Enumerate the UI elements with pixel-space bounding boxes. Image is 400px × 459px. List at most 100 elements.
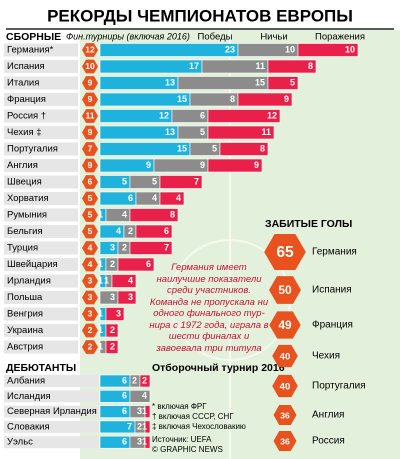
value-label: 1 [98,341,103,351]
badge-value: 2 [88,325,93,335]
badge [82,59,98,74]
row-label-bg [4,60,78,73]
legend-label: Победы [198,32,233,43]
badge [82,241,98,255]
value-label: 2 [137,421,142,431]
legend-label: Ничьи [260,32,287,43]
row-label-bg [4,307,78,321]
title: РЕКОРДЫ ЧЕМПИОНАТОВ ЕВРОПЫ [47,6,353,25]
goals-hexagon [273,405,297,425]
value-label: 4 [176,193,181,203]
value-label: 4 [142,391,147,401]
badge-value: 9 [88,77,93,87]
goals-hexagon [269,311,301,339]
row-label-bg [4,375,98,387]
goals-label: Англия [312,410,344,421]
badge-value: 5 [88,209,93,219]
bar-segment [207,125,275,140]
row-label: Бельгия [7,226,43,237]
badge [82,340,98,354]
row-label: Германия* [7,45,54,56]
bar-segment [129,389,151,403]
badge-header: Фин.турниры (включая 2016) [66,31,190,41]
goals-hexagon [272,344,298,368]
badge [82,76,98,90]
row-label: Россия † [7,111,46,122]
value-label: 15 [177,143,187,153]
row-label-bg [4,258,78,271]
row-label: Румыния [7,210,47,221]
row-label-bg [4,192,78,205]
value-label: 8 [260,143,265,153]
value-label: 12 [159,110,169,120]
bar-segment [135,224,173,239]
value-label: 9 [146,160,151,170]
bar-segment [117,257,155,272]
value-label: 1 [142,421,147,431]
badge-value: 9 [88,127,93,137]
value-label: 5 [122,176,127,186]
goals-hexagon [272,374,298,398]
value-label: 6 [146,259,151,269]
row-label-bg [4,291,78,304]
value-label: 3 [137,406,142,416]
badge [82,208,98,222]
value-label: 13 [165,77,175,87]
value-label: 1 [104,275,109,285]
badge-value: 11 [86,110,95,120]
bar-segment [144,420,151,434]
value-label: 8 [230,94,235,104]
bar-segment [105,307,125,321]
badge [82,109,98,123]
badge [82,257,98,272]
badge-value: 10 [85,61,95,71]
badge-value: 9 [88,94,93,104]
row-label-bg [4,93,78,106]
row-label: Австрия [7,342,43,353]
badge-value: 3 [88,292,93,302]
value-label: 8 [170,209,175,219]
bar-segment [207,158,263,173]
row-label: Украина [7,325,44,336]
legend-label: Поражения [315,32,365,43]
value-label: 15 [255,77,265,87]
row-label: Уэльс [7,437,33,448]
section-label: ДЕБЮТАНТЫ [6,362,76,374]
value-label: 10 [345,44,355,54]
value-label: 1 [98,275,103,285]
goals-label: Испания [312,285,352,296]
bar-segment [297,43,359,57]
bar-segment [159,175,203,189]
badge-value: 3 [88,275,93,285]
footnote: * включая ФРГ [152,402,207,411]
badge-value: 2 [88,341,93,351]
value-label: 3 [137,437,142,447]
value-label: 4 [152,193,157,203]
row-label: Португалия [7,144,58,155]
row-label: Испания [7,61,45,72]
bar-segment [99,59,203,74]
row-label-bg [4,76,78,90]
row-label-bg [4,142,78,156]
value-label: 5 [290,77,295,87]
badge [82,175,98,189]
value-label: 3 [116,308,121,318]
value-label: 6 [122,391,127,401]
row-label: Северная Ирландия [7,406,97,417]
bar-segment [219,142,269,156]
value-label: 1 [142,437,147,447]
badge [82,142,98,156]
goals-value: 36 [280,436,290,446]
badge-value: 3 [88,308,93,318]
value-label: 10 [285,44,295,54]
goals-label: Германия [312,247,357,258]
badge-value: 4 [88,242,93,252]
goals-value: 36 [280,410,290,420]
badge [82,307,98,321]
value-label: 11 [261,127,271,137]
value-label: 1 [98,209,103,219]
footnote: † включая СССР, СНГ [152,412,234,421]
value-label: 2 [110,341,115,351]
subtitle: Отборочный турнир 2016 [152,362,285,374]
row-label: Венгрия [7,309,43,320]
